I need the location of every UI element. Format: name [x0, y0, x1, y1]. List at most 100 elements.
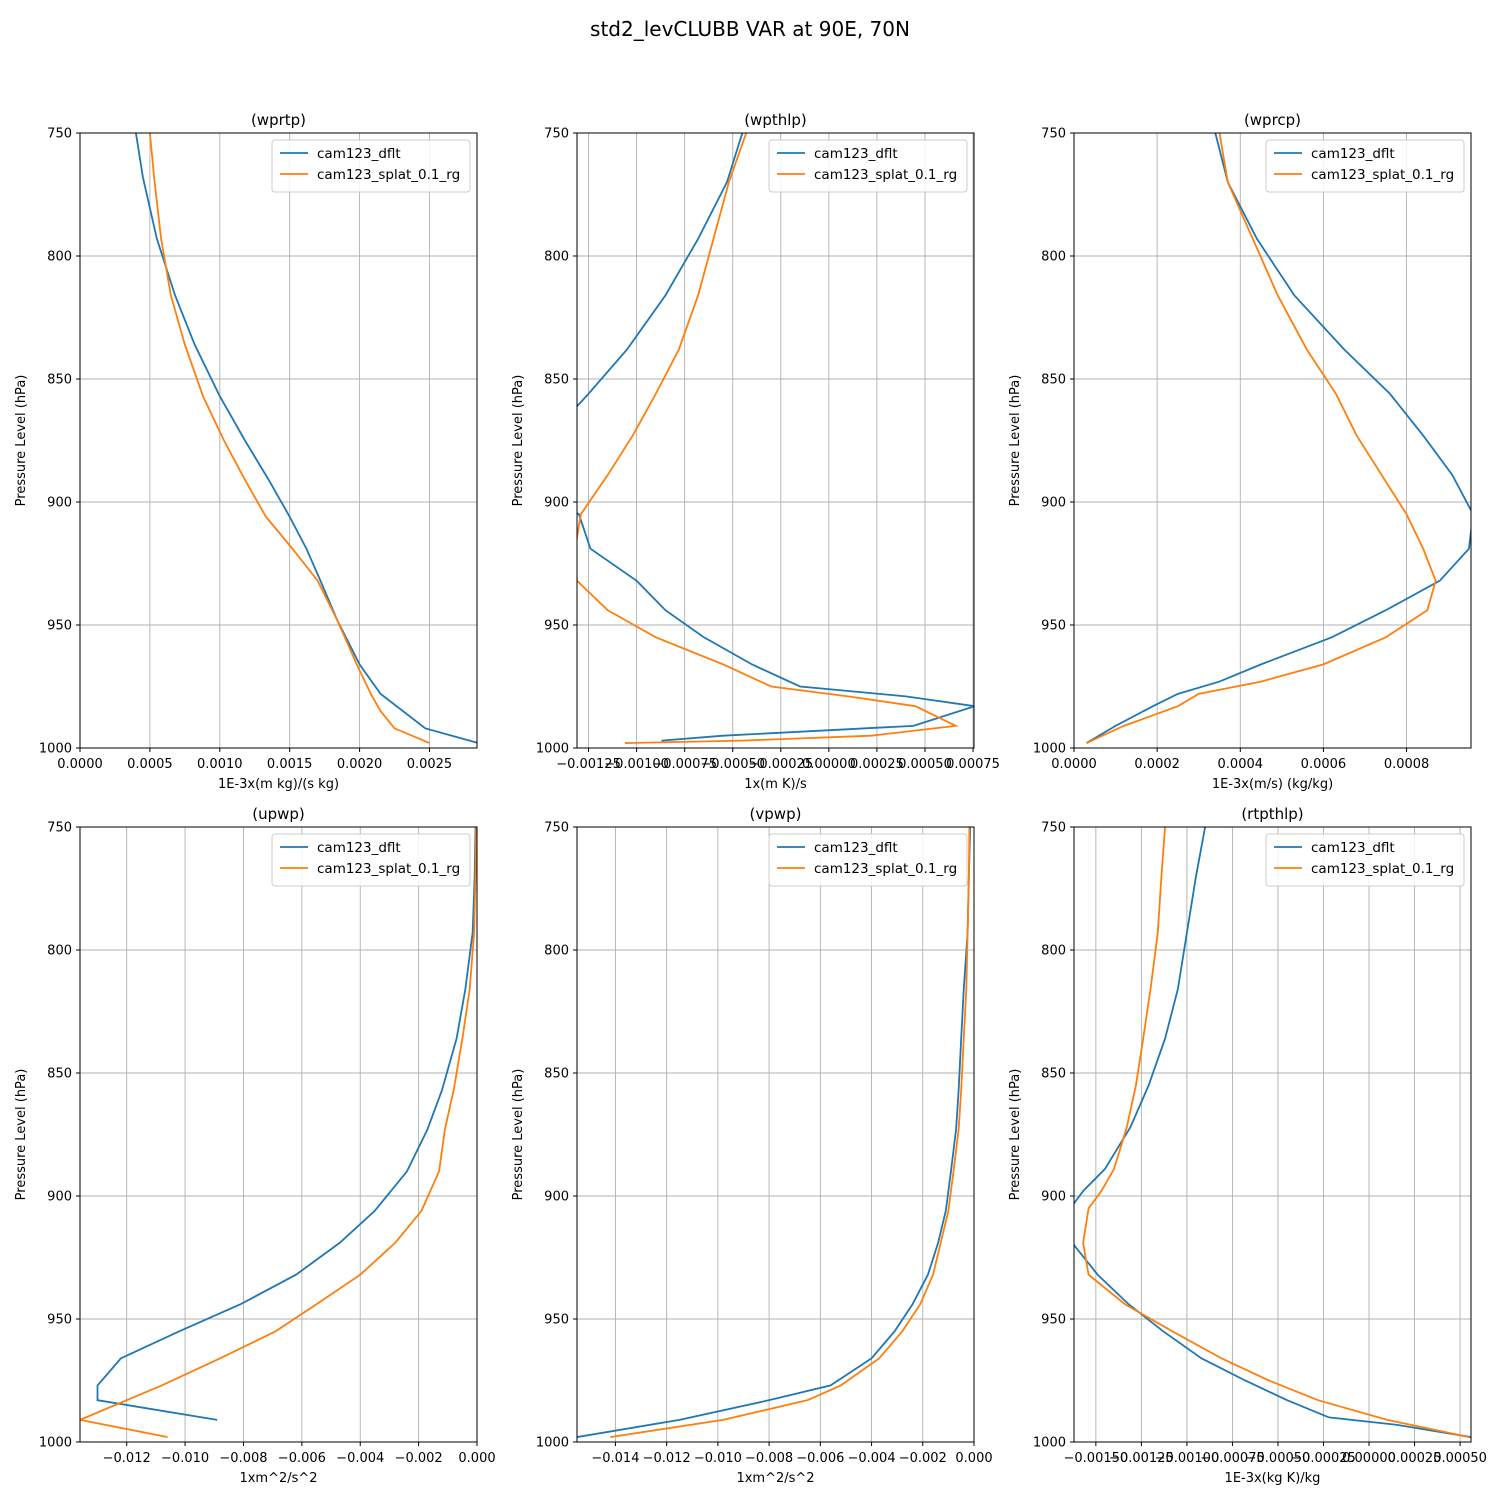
series-line-dflt	[1086, 133, 1471, 744]
x-tick-label: −0.008	[745, 1451, 793, 1466]
series-group	[135, 133, 477, 744]
x-tick-label: 0.00075	[946, 757, 1000, 772]
x-tick-label: −0.00075	[652, 757, 717, 772]
x-tick-label: 0.0006	[1301, 757, 1347, 772]
legend: cam123_dflt cam123_splat_0.1_rg	[1265, 139, 1465, 193]
y-tick-label: 1000	[536, 1436, 569, 1451]
y-tick-label: 800	[1041, 944, 1066, 959]
series-line-splat	[1086, 133, 1437, 744]
y-tick-label: 950	[1041, 619, 1066, 634]
legend-label: cam123_splat_0.1_rg	[1311, 861, 1454, 877]
y-tick-label: 850	[544, 1067, 569, 1082]
x-tick-label: −0.006	[796, 1451, 844, 1466]
y-tick-label: 750	[544, 821, 569, 836]
y-tick-label: 850	[47, 373, 72, 388]
x-tick-label: −0.00125	[556, 757, 621, 772]
x-tick-label: −0.002	[899, 1451, 947, 1466]
x-tick-label: −0.00050	[1246, 1451, 1311, 1466]
x-tick-label: −0.00025	[1291, 1451, 1356, 1466]
legend-box	[1265, 833, 1465, 887]
legend-label: cam123_dflt	[317, 146, 401, 162]
x-tick-label: −0.006	[278, 1451, 326, 1466]
axes-frame	[576, 132, 975, 749]
x-tick-label: 0.000	[458, 1451, 495, 1466]
y-axis-label: Pressure Level (hPa)	[14, 1069, 29, 1201]
x-axis-label: 1E-3x(m/s) (kg/kg)	[1212, 777, 1333, 792]
x-tick-label: 0.0000	[1051, 757, 1097, 772]
y-tick-label: 900	[47, 496, 72, 511]
x-tick-label: −0.012	[643, 1451, 691, 1466]
y-tick-label: 1000	[1033, 1436, 1066, 1451]
series-line-splat	[610, 827, 971, 1438]
y-tick-label: 750	[1041, 127, 1066, 142]
y-axis-label: Pressure Level (hPa)	[511, 375, 526, 507]
panel-title: (wprcp)	[1244, 111, 1301, 129]
x-tick-label: 0.00050	[1433, 1451, 1487, 1466]
y-tick-label: 850	[1041, 1067, 1066, 1082]
x-tick-label: 0.0002	[1134, 757, 1180, 772]
legend-box	[1265, 139, 1465, 193]
x-axis-label: 1E-3x(m kg)/(s kg)	[218, 777, 339, 792]
series-line-splat	[148, 133, 430, 744]
series-group	[577, 133, 974, 744]
y-tick-label: 750	[544, 127, 569, 142]
y-tick-label: 900	[47, 1190, 72, 1205]
y-tick-label: 850	[544, 373, 569, 388]
y-tick-label: 1000	[39, 1436, 72, 1451]
legend-label: cam123_splat_0.1_rg	[814, 861, 957, 877]
x-axis-label: 1x(m K)/s	[744, 777, 807, 792]
legend-label: cam123_splat_0.1_rg	[1311, 167, 1454, 183]
series-line-dflt	[96, 827, 477, 1421]
x-tick-label: −0.00100	[1155, 1451, 1220, 1466]
x-tick-label: −0.00050	[700, 757, 765, 772]
x-tick-label: 0.00000	[802, 757, 856, 772]
x-tick-label: 0.0004	[1218, 757, 1264, 772]
y-axis-label: Pressure Level (hPa)	[1008, 375, 1023, 507]
y-tick-label: 750	[47, 127, 72, 142]
legend-box	[271, 833, 471, 887]
legend-label: cam123_splat_0.1_rg	[814, 167, 957, 183]
x-tick-label: −0.004	[336, 1451, 384, 1466]
y-tick-label: 800	[1041, 250, 1066, 265]
panel-wpthlp: −0.00125−0.00100−0.00075−0.00050−0.00025…	[511, 111, 1000, 792]
x-tick-label: −0.012	[103, 1451, 151, 1466]
axes-frame	[576, 826, 975, 1443]
panel-title: (upwp)	[252, 805, 305, 823]
y-tick-label: 800	[544, 250, 569, 265]
y-tick-label: 1000	[536, 742, 569, 757]
y-tick-label: 750	[47, 821, 72, 836]
y-axis-label: Pressure Level (hPa)	[14, 375, 29, 507]
legend-box	[768, 139, 968, 193]
x-tick-label: 0.0008	[1384, 757, 1430, 772]
x-tick-label: 0.0000	[57, 757, 103, 772]
x-tick-label: −0.008	[219, 1451, 267, 1466]
panel-wprtp: 0.0000 0.0005 0.0010 0.0015 0.0020 0.0025 750 8…	[14, 111, 478, 792]
y-tick-label: 900	[544, 1190, 569, 1205]
y-tick-label: 850	[47, 1067, 72, 1082]
x-axis-label: 1xm^2/s^2	[239, 1471, 317, 1486]
legend: cam123_dflt cam123_splat_0.1_rg	[768, 833, 968, 887]
axes-frame	[1073, 132, 1472, 749]
x-tick-label: 0.0005	[127, 757, 173, 772]
legend: cam123_dflt cam123_splat_0.1_rg	[271, 833, 471, 887]
y-tick-label: 950	[1041, 1313, 1066, 1328]
y-tick-label: 800	[544, 944, 569, 959]
legend-label: cam123_dflt	[814, 840, 898, 856]
x-tick-label: 0.000	[955, 1451, 992, 1466]
legend: cam123_dflt cam123_splat_0.1_rg	[1265, 833, 1465, 887]
y-tick-label: 800	[47, 250, 72, 265]
axes-frame	[1073, 826, 1472, 1443]
x-tick-label: −0.00100	[604, 757, 669, 772]
legend: cam123_dflt cam123_splat_0.1_rg	[271, 139, 471, 193]
x-tick-label: 0.00000	[1342, 1451, 1396, 1466]
panel-rtpthlp: −0.00150−0.00125−0.00100−0.00075−0.00050…	[1008, 805, 1487, 1486]
y-tick-label: 950	[47, 1313, 72, 1328]
x-tick-label: −0.00025	[748, 757, 813, 772]
x-tick-label: −0.010	[161, 1451, 209, 1466]
legend-box	[271, 139, 471, 193]
y-tick-label: 1000	[39, 742, 72, 757]
x-tick-label: 0.0010	[197, 757, 243, 772]
panel-wprcp: 0.0000 0.0002 0.0004 0.0006 0.0008 750 800 850 9…	[1008, 111, 1472, 792]
y-tick-label: 750	[1041, 821, 1066, 836]
